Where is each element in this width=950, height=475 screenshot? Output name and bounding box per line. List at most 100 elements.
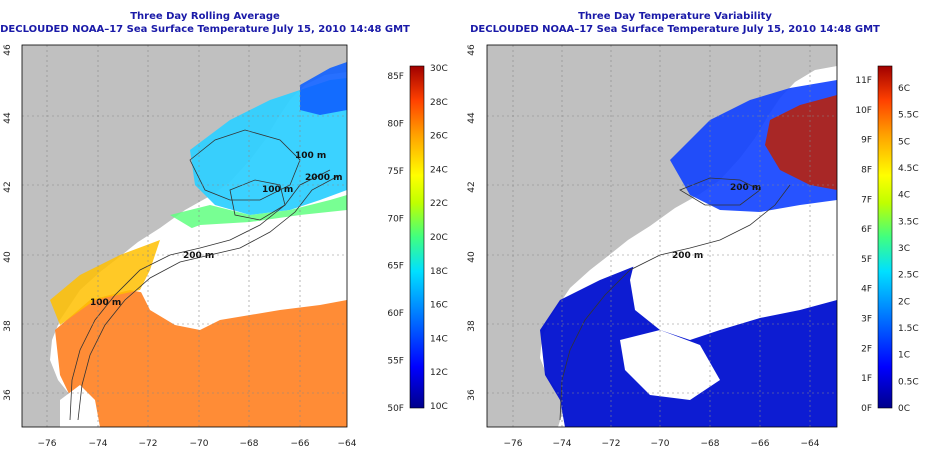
colorbar-tick-label: 26C	[430, 132, 448, 142]
left-y-tick: 36	[3, 389, 13, 401]
colorbar-tick-label: 20C	[430, 233, 448, 243]
left-contour-label: 100 m	[295, 151, 326, 161]
right-title-line2: DECLOUDED NOAA–17 Sea Surface Temperatur…	[470, 24, 880, 35]
right-x-tick: −72	[602, 439, 621, 449]
right-y-tick: 42	[467, 181, 477, 192]
colorbar-tick-label: 4.5C	[898, 164, 919, 174]
right-cloud-gap-2	[620, 330, 720, 400]
colorbar-tick-label: 1.5C	[898, 324, 919, 334]
colorbar-tick-label: 16C	[430, 301, 448, 311]
colorbar-tick-label: 50F	[387, 404, 404, 414]
right-colorbar-f-scale: 11F 10F 9F 8F 7F 6F 5F 4F 3F 2F 1F 0F	[855, 76, 872, 414]
colorbar-tick-label: 2F	[861, 344, 872, 354]
colorbar-tick-label: 9F	[861, 136, 872, 146]
colorbar-tick-label: 80F	[387, 119, 404, 129]
left-y-tick: 42	[3, 181, 13, 192]
colorbar-tick-label: 10C	[430, 402, 448, 412]
colorbar-tick-label: 1C	[898, 351, 910, 361]
colorbar-tick-label: 3.5C	[898, 217, 919, 227]
left-colorbar-f-scale: 85F 80F 75F 70F 65F 60F 55F 50F	[387, 72, 404, 414]
left-x-axis: −76 −74 −72 −70 −68 −66 −64	[38, 439, 357, 449]
colorbar-tick-label: 4F	[861, 285, 872, 295]
colorbar-tick-label: 0.5C	[898, 377, 919, 387]
right-contour-label: 200 m	[672, 251, 703, 261]
left-cloud-gap	[140, 210, 347, 330]
colorbar-tick-label: 2C	[898, 297, 910, 307]
colorbar-tick-label: 8F	[861, 165, 872, 175]
left-x-tick: −66	[291, 439, 310, 449]
left-x-tick: −64	[338, 439, 357, 449]
colorbar-tick-label: 24C	[430, 165, 448, 175]
left-title-line2: DECLOUDED NOAA–17 Sea Surface Temperatur…	[0, 24, 410, 35]
right-map-frame	[486, 44, 838, 428]
right-panel-title: Three Day Temperature Variability DECLOU…	[470, 10, 880, 36]
colorbar-tick-label: 2.5C	[898, 271, 919, 281]
left-y-tick: 44	[3, 112, 13, 124]
colorbar-tick-label: 28C	[430, 98, 448, 108]
left-map-frame	[21, 44, 348, 428]
left-map: 100 m 100 m 100 m 2000 m 200 m	[22, 45, 347, 427]
colorbar-tick-label: 18C	[430, 267, 448, 277]
colorbar-tick-label: 30C	[430, 64, 448, 74]
right-colorbar-c-scale: 6C 5.5C 5C 4.5C 4C 3.5C 3C 2.5C 2C 1.5C 1C 0.5C 0C	[898, 84, 919, 414]
left-x-tick: −68	[240, 439, 259, 449]
colorbar-tick-label: 5.5C	[898, 111, 919, 121]
left-panel-title: Three Day Rolling Average DECLOUDED NOAA…	[0, 10, 410, 36]
right-x-tick: −76	[504, 439, 523, 449]
left-contour-label: 100 m	[90, 298, 121, 308]
colorbar-tick-label: 5C	[898, 137, 910, 147]
left-x-tick: −70	[190, 439, 209, 449]
colorbar-tick-label: 75F	[387, 167, 404, 177]
right-x-tick: −68	[701, 439, 720, 449]
right-y-tick: 46	[467, 44, 477, 56]
left-contour-label: 200 m	[183, 251, 214, 261]
colorbar-tick-label: 10F	[855, 106, 872, 116]
left-y-tick: 38	[3, 320, 13, 332]
colorbar-tick-label: 3F	[861, 315, 872, 325]
right-y-tick: 38	[467, 320, 477, 332]
left-scotian-blue	[300, 62, 347, 115]
left-contour-label: 100 m	[262, 185, 293, 195]
right-contour-label: 200 m	[730, 183, 761, 193]
colorbar-tick-label: 60F	[387, 309, 404, 319]
right-hotspot-red	[765, 95, 837, 190]
colorbar-tick-label: 65F	[387, 262, 404, 272]
left-y-axis: 36 38 40 42 44 46	[3, 44, 13, 401]
left-title-line1: Three Day Rolling Average	[130, 11, 280, 22]
left-colorbar-c-scale: 30C 28C 26C 24C 22C 20C 18C 16C 14C 12C 10C	[430, 64, 448, 412]
left-land-mass	[22, 45, 347, 427]
left-bathymetry-contours	[69, 129, 341, 421]
right-colorbar	[877, 65, 893, 409]
right-x-tick: −74	[553, 439, 572, 449]
colorbar-tick-label: 0C	[898, 404, 910, 414]
right-x-tick: −66	[751, 439, 770, 449]
right-cloud-gap	[630, 210, 837, 340]
right-y-tick: 44	[467, 112, 477, 124]
colorbar-tick-label: 6F	[861, 225, 872, 235]
colorbar-tick-label: 0F	[861, 404, 872, 414]
colorbar-tick-label: 7F	[861, 195, 872, 205]
colorbar-tick-label: 14C	[430, 334, 448, 344]
left-contour-label: 2000 m	[305, 173, 343, 183]
colorbar-tick-label: 12C	[430, 368, 448, 378]
colorbar-tick-label: 6C	[898, 84, 910, 94]
right-y-tick: 40	[467, 251, 477, 263]
colorbar-tick-label: 70F	[387, 214, 404, 224]
right-x-axis: −76 −74 −72 −70 −68 −66 −64	[504, 439, 820, 449]
colorbar-tick-label: 4C	[898, 191, 910, 201]
left-x-tick: −72	[139, 439, 158, 449]
left-y-tick: 46	[3, 44, 13, 56]
colorbar-tick-label: 1F	[861, 374, 872, 384]
left-y-tick: 40	[3, 251, 13, 263]
colorbar-tick-label: 85F	[387, 72, 404, 82]
right-y-tick: 36	[467, 389, 477, 401]
left-colorbar	[409, 65, 425, 409]
right-title-line1: Three Day Temperature Variability	[578, 11, 772, 22]
colorbar-tick-label: 11F	[855, 76, 872, 86]
right-map: 200 m 200 m	[487, 45, 837, 427]
left-graticule	[22, 45, 347, 427]
right-x-tick: −64	[801, 439, 820, 449]
colorbar-tick-label: 55F	[387, 357, 404, 367]
colorbar-tick-label: 3C	[898, 244, 910, 254]
